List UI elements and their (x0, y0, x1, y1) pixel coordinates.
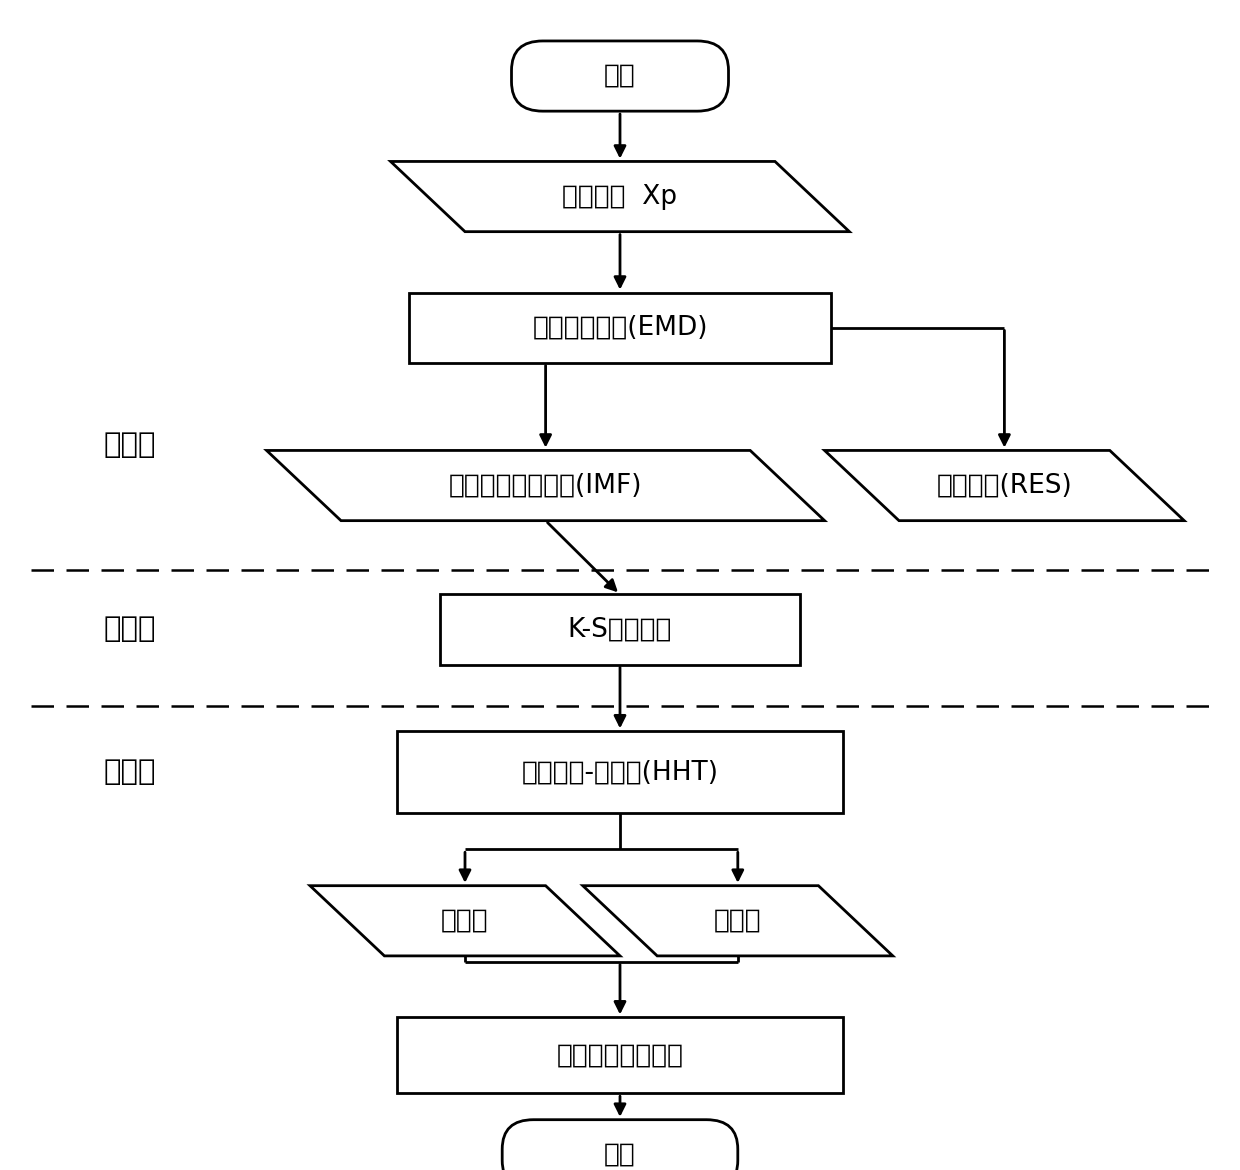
Polygon shape (391, 161, 849, 232)
FancyBboxPatch shape (409, 292, 831, 363)
Polygon shape (267, 450, 825, 521)
Text: K-S分布检验: K-S分布检验 (568, 617, 672, 642)
Polygon shape (310, 886, 620, 956)
Text: 边际谱: 边际谱 (714, 908, 761, 934)
FancyBboxPatch shape (397, 731, 843, 813)
Text: 残差函数(RES): 残差函数(RES) (936, 473, 1073, 498)
Text: 希尔伯特-黄变换(HHT): 希尔伯特-黄变换(HHT) (522, 759, 718, 785)
Text: 原始数据  Xp: 原始数据 Xp (563, 184, 677, 209)
FancyBboxPatch shape (511, 41, 728, 111)
Polygon shape (583, 886, 893, 956)
Text: 开始: 开始 (604, 63, 636, 89)
Text: 步骤一: 步骤一 (104, 431, 156, 459)
Text: 综合判断故障特征: 综合判断故障特征 (557, 1042, 683, 1068)
Text: 步骤三: 步骤三 (104, 758, 156, 786)
Text: 各次本征模态函数(IMF): 各次本征模态函数(IMF) (449, 473, 642, 498)
Polygon shape (825, 450, 1184, 521)
FancyBboxPatch shape (397, 1017, 843, 1093)
Text: 经验模态分解(EMD): 经验模态分解(EMD) (532, 315, 708, 340)
Text: 结束: 结束 (604, 1142, 636, 1168)
FancyBboxPatch shape (502, 1120, 738, 1170)
FancyBboxPatch shape (440, 594, 800, 665)
Text: 步骤二: 步骤二 (104, 615, 156, 644)
Text: 时频谱: 时频谱 (441, 908, 489, 934)
